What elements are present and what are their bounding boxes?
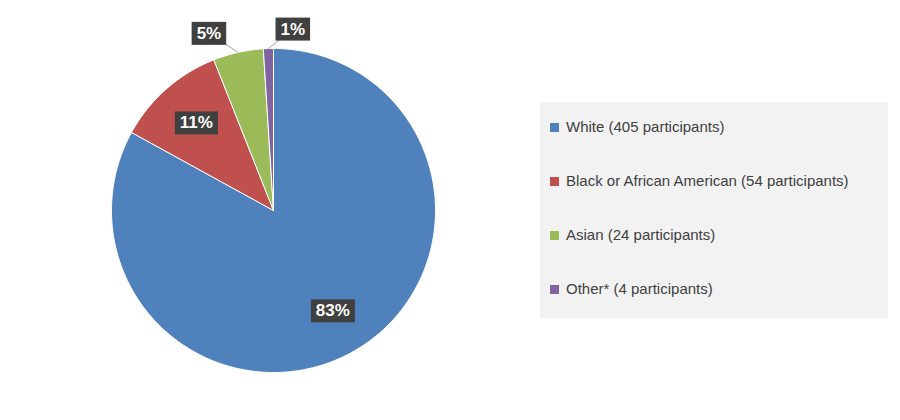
html-text:Other* (4 participants): Other* (4 participants)	[566, 280, 713, 297]
svg-text:83%: 83%	[316, 301, 350, 320]
svg-text:5%: 5%	[197, 24, 222, 43]
html-text:White (405 participants): White (405 participants)	[566, 118, 725, 135]
html-text:Asian (24 participants): Asian (24 participants)	[566, 226, 716, 243]
svg-text:1%: 1%	[281, 20, 306, 39]
html-text:Black or African American (54: Black or African American (54 participan…	[566, 172, 849, 189]
svg-text:11%: 11%	[180, 113, 213, 132]
